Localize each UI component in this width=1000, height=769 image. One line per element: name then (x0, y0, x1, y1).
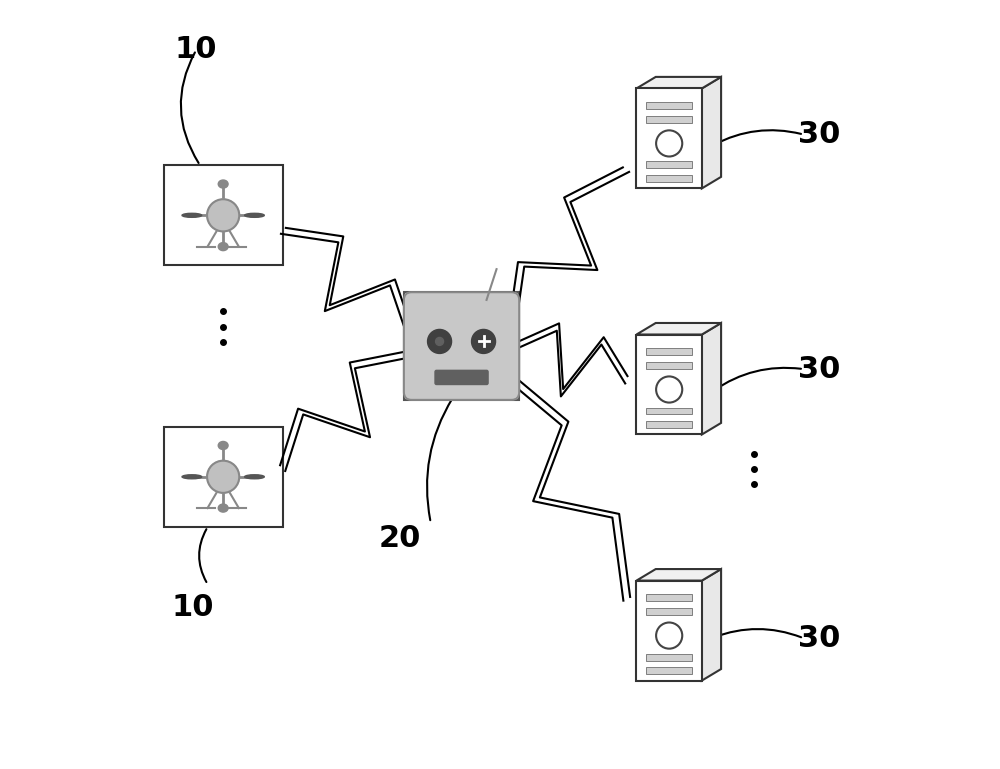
Ellipse shape (218, 441, 228, 450)
FancyBboxPatch shape (646, 408, 692, 414)
FancyBboxPatch shape (646, 362, 692, 369)
Polygon shape (636, 569, 721, 581)
FancyBboxPatch shape (646, 654, 692, 661)
FancyBboxPatch shape (164, 427, 283, 527)
FancyBboxPatch shape (404, 292, 519, 400)
FancyBboxPatch shape (164, 165, 283, 265)
FancyBboxPatch shape (646, 348, 692, 355)
Polygon shape (636, 323, 721, 335)
Ellipse shape (218, 242, 228, 251)
Ellipse shape (245, 474, 264, 479)
Circle shape (207, 461, 239, 493)
Circle shape (428, 329, 452, 354)
Ellipse shape (182, 213, 202, 218)
FancyBboxPatch shape (646, 116, 692, 123)
FancyBboxPatch shape (646, 594, 692, 601)
FancyBboxPatch shape (646, 608, 692, 615)
FancyBboxPatch shape (646, 161, 692, 168)
Ellipse shape (182, 474, 202, 479)
Text: 30: 30 (798, 355, 840, 384)
Ellipse shape (218, 180, 228, 188)
Text: 10: 10 (175, 35, 217, 65)
FancyBboxPatch shape (435, 371, 488, 384)
FancyBboxPatch shape (646, 102, 692, 109)
FancyBboxPatch shape (646, 175, 692, 182)
Polygon shape (702, 77, 721, 188)
Text: 30: 30 (798, 120, 840, 149)
FancyBboxPatch shape (636, 335, 702, 434)
FancyBboxPatch shape (646, 421, 692, 428)
Polygon shape (636, 77, 721, 88)
Text: 20: 20 (379, 524, 421, 553)
Circle shape (436, 338, 444, 345)
Ellipse shape (218, 504, 228, 512)
Text: 10: 10 (171, 593, 214, 622)
Polygon shape (702, 323, 721, 434)
Ellipse shape (245, 213, 264, 218)
FancyBboxPatch shape (636, 88, 702, 188)
Circle shape (207, 199, 239, 231)
Circle shape (472, 329, 496, 354)
Text: 30: 30 (798, 624, 840, 653)
FancyBboxPatch shape (636, 581, 702, 681)
FancyBboxPatch shape (646, 667, 692, 674)
Polygon shape (702, 569, 721, 681)
